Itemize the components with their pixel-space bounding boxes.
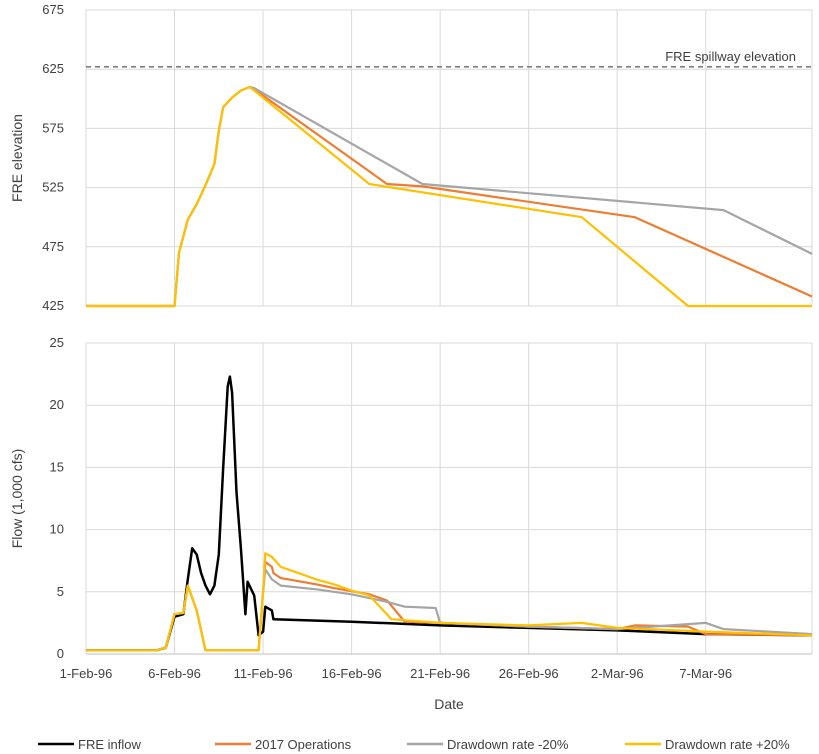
spillway-annotation: FRE spillway elevation xyxy=(665,49,796,64)
y-tick-label: 625 xyxy=(42,61,64,76)
series-line-drawdown-rate-20 xyxy=(86,568,813,652)
x-tick-label: 21-Feb-96 xyxy=(410,666,470,681)
legend: FRE inflow 2017 Operations Drawdown rate -… xyxy=(38,737,790,752)
y-tick-label: 425 xyxy=(42,298,64,313)
y-tick-label: 525 xyxy=(42,180,64,195)
x-tick-label: 16-Feb-96 xyxy=(322,666,382,681)
x-tick-label: 6-Feb-96 xyxy=(148,666,201,681)
y-tick-label: 5 xyxy=(57,584,64,599)
legend-label: 2017 Operations xyxy=(255,737,352,752)
y-tick-label: 10 xyxy=(50,522,64,537)
legend-label: Drawdown rate -20% xyxy=(447,737,569,752)
x-tick-label: 11-Feb-96 xyxy=(234,666,293,681)
y-tick-label: 0 xyxy=(57,646,64,661)
x-tick-label: 7-Mar-96 xyxy=(679,666,732,681)
series-line-fre-inflow xyxy=(86,375,813,652)
legend-label: FRE inflow xyxy=(78,737,141,752)
x-tick-label: 1-Feb-96 xyxy=(60,666,113,681)
panel-1: 425 475 525 575 625 675 FRE elevation FRE spill… xyxy=(9,2,813,313)
y-tick-label: 15 xyxy=(50,459,64,474)
panel-2: 0 5 10 15 20 25 Flow (1,000 cfs) xyxy=(9,335,813,661)
x-tick-label: 26-Feb-96 xyxy=(499,666,559,681)
y-tick-label: 575 xyxy=(42,120,64,135)
y-tick-label: 25 xyxy=(50,335,64,350)
y-axis-title: Flow (1,000 cfs) xyxy=(9,449,25,549)
y-tick-label: 475 xyxy=(42,239,64,254)
legend-label: Drawdown rate +20% xyxy=(665,737,790,752)
x-axis-title: Date xyxy=(434,696,464,712)
y-tick-label: 675 xyxy=(42,2,64,17)
y-tick-label: 20 xyxy=(50,397,64,412)
x-tick-label: 2-Mar-96 xyxy=(591,666,644,681)
y-axis-title: FRE elevation xyxy=(9,114,25,202)
series-line-drawdown-rate-20 xyxy=(86,552,813,652)
series-line-drawdown-rate-20 xyxy=(86,85,812,308)
